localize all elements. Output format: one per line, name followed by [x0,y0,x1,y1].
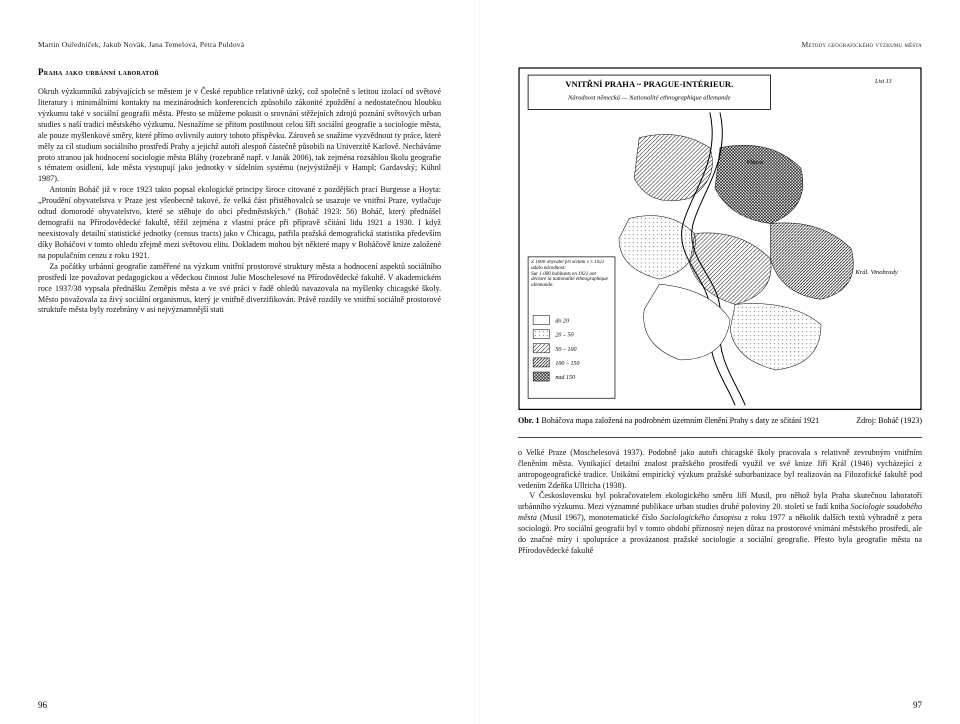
para: V Československu byl pokračovatelem ekol… [518,491,922,557]
right-body: o Velké Praze (Moschelesová 1937). Podob… [518,448,922,557]
legend-note-top: Z 1000 obyvatel při sčítání v r. 1921 ud… [531,260,604,271]
running-head-right: Metody geografického výzkumu města [518,40,922,49]
section-title: Praha jako urbánní laboratoř [38,67,441,77]
legend-bin-4: nad 150 [555,375,575,381]
page-number-right: 97 [913,700,922,710]
para: o Velké Praze (Moschelesová 1937). Podob… [518,448,922,492]
figure-map: VNITŘNÍ PRAHA ~ PRAGUE-INTÉRIEUR. Národn… [518,67,922,410]
map-legend: Z 1000 obyvatel při sčítání v r. 1921 ud… [528,257,615,398]
label-vltava: Vltava [746,159,764,166]
left-body: Okruh výzkumníků zabývajících se městem … [38,87,441,316]
legend-bin-1: 20 – 50 [555,333,573,339]
running-head-left: Martin Ouředníček, Jakub Novák, Jana Tem… [38,40,441,49]
map-subtitle: Národnost německá — Nationalité ethnogra… [567,94,731,101]
figure-credit: Zdroj: Boháč (1923) [856,416,922,426]
para: Antonín Boháč již v roce 1923 takto pops… [38,185,441,261]
figure-caption-text: Boháčova mapa založená na podrobném územ… [542,416,820,425]
map-sheet-label: List 13 [874,79,892,85]
figure-caption: Obr. 1 Boháčova mapa založená na podrobn… [518,416,922,426]
para: Za počátky urbánní geografie zaměřené na… [38,262,441,317]
label-vinohrady: Král. Vinohrady [854,269,898,276]
para: Okruh výzkumníků zabývajících se městem … [38,87,441,185]
page-number-left: 96 [38,700,47,710]
running-authors: Martin Ouředníček, Jakub Novák, Jana Tem… [38,40,244,49]
legend-bin-3: 100 – 150 [555,361,579,367]
legend-note-fr: Sur 1.000 habitants en 1921 ont déclaré … [531,272,608,289]
caption-rule [518,437,922,438]
page-spread: Martin Ouředníček, Jakub Novák, Jana Tem… [0,0,960,724]
page-right: Metody geografického výzkumu města [480,0,960,724]
legend-bin-0: do 20 [555,319,569,325]
legend-bin-2: 50 – 100 [555,347,576,353]
figure-label: Obr. 1 [518,416,542,425]
map-svg: VNITŘNÍ PRAHA ~ PRAGUE-INTÉRIEUR. Národn… [518,67,922,410]
map-title: VNITŘNÍ PRAHA ~ PRAGUE-INTÉRIEUR. [565,79,733,89]
page-left: Martin Ouředníček, Jakub Novák, Jana Tem… [0,0,480,724]
running-title: Metody geografického výzkumu města [801,40,922,49]
